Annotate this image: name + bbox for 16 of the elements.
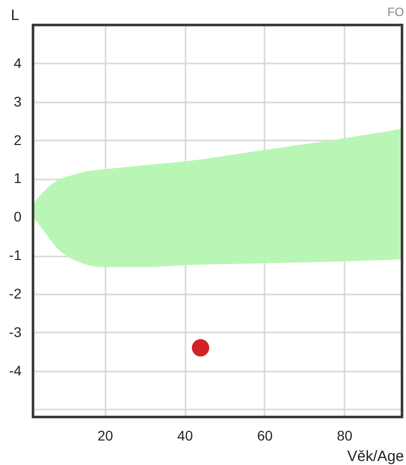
x-tick-label: 80 — [336, 428, 353, 444]
x-tick-label: 60 — [257, 428, 273, 444]
y-tick-label: 1 — [14, 170, 22, 186]
y-tick-label: -2 — [9, 286, 22, 302]
y-tick-label: -3 — [9, 324, 22, 340]
x-tick-label: 20 — [98, 428, 114, 444]
y-tick-label: 3 — [14, 93, 22, 110]
y-tick-label: -1 — [9, 247, 22, 264]
y-axis-title: L — [10, 7, 20, 24]
y-tick-label: 2 — [14, 132, 22, 148]
y-tick-label: -4 — [9, 362, 22, 378]
x-axis-title: Věk/Age — [347, 448, 404, 465]
y-tick-label: 4 — [14, 54, 22, 71]
x-tick-label: 40 — [177, 428, 194, 444]
text: FO — [387, 5, 404, 19]
y-tick-label: 0 — [14, 208, 22, 225]
